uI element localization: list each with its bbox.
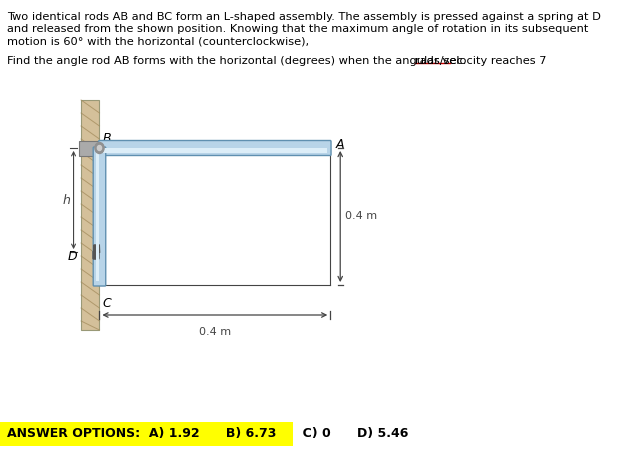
Bar [81, 100, 100, 330]
Text: Find the angle rod AB forms with the horizontal (degrees) when the angular veloc: Find the angle rod AB forms with the hor… [6, 56, 550, 66]
Bar [96, 152, 99, 281]
Text: ANSWER OPTIONS:  A) 1.92      B) 6.73      C) 0      D) 5.46: ANSWER OPTIONS: A) 1.92 B) 6.73 C) 0 D) … [6, 426, 408, 440]
FancyBboxPatch shape [98, 141, 331, 156]
Text: and released from the shown position. Knowing that the maximum angle of rotation: and released from the shown position. Kn… [6, 24, 588, 34]
Text: h: h [62, 193, 70, 207]
Bar [79, 141, 101, 156]
Text: rads/sec.: rads/sec. [415, 56, 467, 66]
Text: C: C [103, 297, 112, 310]
Text: A: A [335, 138, 344, 151]
Circle shape [97, 146, 102, 151]
Circle shape [95, 142, 104, 153]
Text: D: D [68, 249, 78, 263]
Text: B: B [103, 132, 111, 145]
Text: 0.4 m: 0.4 m [345, 211, 378, 221]
FancyBboxPatch shape [93, 147, 105, 286]
Bar [0, 422, 293, 446]
Text: motion is 60° with the horizontal (counterclockwise),: motion is 60° with the horizontal (count… [6, 36, 309, 46]
Text: 0.4 m: 0.4 m [199, 327, 231, 337]
Bar [103, 148, 327, 152]
Text: Two identical rods AB and BC form an L-shaped assembly. The assembly is pressed : Two identical rods AB and BC form an L-s… [6, 12, 601, 22]
